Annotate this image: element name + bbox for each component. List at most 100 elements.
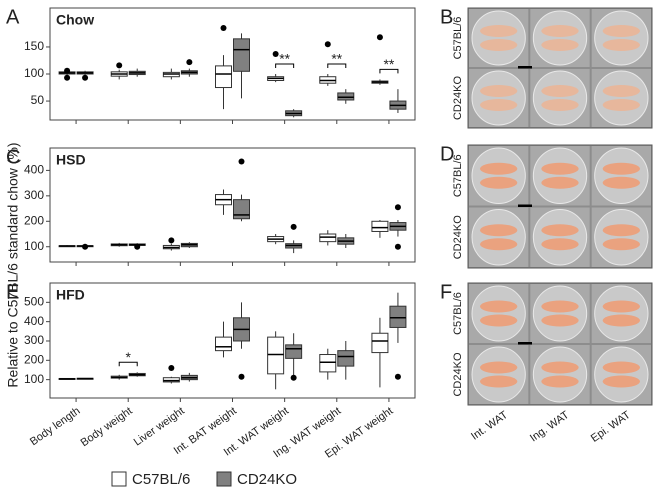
tissue — [480, 162, 518, 175]
dish — [471, 209, 526, 266]
box — [267, 336, 285, 375]
significance-bracket — [379, 68, 399, 74]
tissue — [541, 300, 579, 313]
tissue — [480, 238, 518, 251]
panel-letter: C — [6, 146, 20, 168]
dish — [471, 70, 526, 126]
dish — [471, 285, 526, 342]
y-tick-label: 200 — [24, 352, 44, 366]
row-label: C57BL/6 — [452, 17, 464, 60]
tissue — [541, 224, 579, 237]
tissue — [480, 99, 518, 111]
outlier — [186, 59, 193, 66]
box — [215, 65, 232, 89]
dish — [471, 147, 526, 204]
box — [319, 233, 337, 243]
tissue — [602, 39, 640, 51]
tissue — [541, 85, 579, 97]
tissue — [541, 176, 579, 189]
tissue — [541, 361, 579, 374]
outlier — [64, 74, 71, 81]
dish — [594, 147, 649, 204]
box — [285, 344, 303, 359]
column-label: Int. WAT — [469, 409, 510, 443]
panel-letter: D — [440, 143, 454, 165]
dish — [471, 346, 526, 403]
dish — [594, 10, 649, 66]
significance-label: * — [125, 349, 131, 365]
significance-bracket — [275, 63, 295, 69]
outlier — [290, 374, 297, 381]
outlier — [64, 67, 71, 74]
outlier — [376, 34, 383, 41]
row-label: C57BL/6 — [452, 154, 464, 197]
row-label: CD24KO — [452, 352, 464, 396]
scale-bar — [518, 342, 532, 345]
tissue — [480, 85, 518, 97]
tissue — [602, 162, 640, 175]
legend-swatch — [111, 471, 127, 487]
y-tick-label: 400 — [24, 314, 44, 328]
outlier — [238, 373, 245, 380]
tissue — [602, 99, 640, 111]
dish — [532, 209, 588, 266]
dish — [594, 209, 649, 266]
plot-frame — [49, 282, 416, 399]
row-label: CD24KO — [452, 215, 464, 259]
tissue — [480, 361, 518, 374]
dish — [532, 70, 588, 126]
y-tick-label: 500 — [24, 294, 44, 308]
box — [337, 92, 355, 101]
y-tick-label: 300 — [24, 188, 44, 202]
box — [215, 336, 232, 352]
y-tick-label: 100 — [24, 66, 44, 80]
significance-bracket — [118, 361, 138, 367]
y-tick-label: 400 — [24, 163, 44, 177]
y-tick-label: 150 — [24, 39, 44, 53]
panel-label: HSD — [56, 152, 86, 168]
tissue — [602, 361, 640, 374]
box — [389, 305, 407, 328]
tissue — [541, 238, 579, 251]
x-tick-label: Body weight — [79, 405, 135, 449]
box — [233, 38, 250, 72]
dish — [471, 10, 526, 66]
tissue — [602, 238, 640, 251]
outlier — [324, 41, 331, 48]
box — [319, 354, 337, 373]
dish — [594, 70, 649, 126]
panel-label: HFD — [56, 287, 85, 303]
panel-letter: B — [440, 6, 453, 28]
significance-bracket — [327, 63, 347, 69]
significance-label: ** — [279, 51, 290, 67]
box — [371, 220, 389, 232]
tissue — [480, 375, 518, 388]
tissue — [480, 39, 518, 51]
dish — [594, 346, 649, 403]
outlier — [82, 74, 89, 81]
row-label: CD24KO — [452, 76, 464, 120]
y-tick-label: 300 — [24, 333, 44, 347]
outlier — [290, 223, 297, 230]
dish — [532, 147, 588, 204]
outlier — [238, 158, 245, 165]
tissue — [541, 25, 579, 37]
x-tick-label: Body length — [28, 405, 82, 448]
outlier — [82, 243, 89, 250]
outlier — [168, 237, 175, 244]
scale-bar — [518, 66, 532, 69]
tissue — [602, 314, 640, 327]
tissue — [480, 314, 518, 327]
box — [162, 377, 180, 383]
box — [337, 350, 355, 367]
y-axis-label: Relative to C57BL/6 standard chow (%) — [5, 142, 21, 387]
tissue — [480, 25, 518, 37]
y-tick-label: 200 — [24, 213, 44, 227]
tissue — [541, 39, 579, 51]
tissue — [602, 224, 640, 237]
tissue — [480, 176, 518, 189]
dish — [532, 346, 588, 403]
significance-label: ** — [331, 51, 342, 67]
dish — [594, 285, 649, 342]
tissue — [602, 85, 640, 97]
